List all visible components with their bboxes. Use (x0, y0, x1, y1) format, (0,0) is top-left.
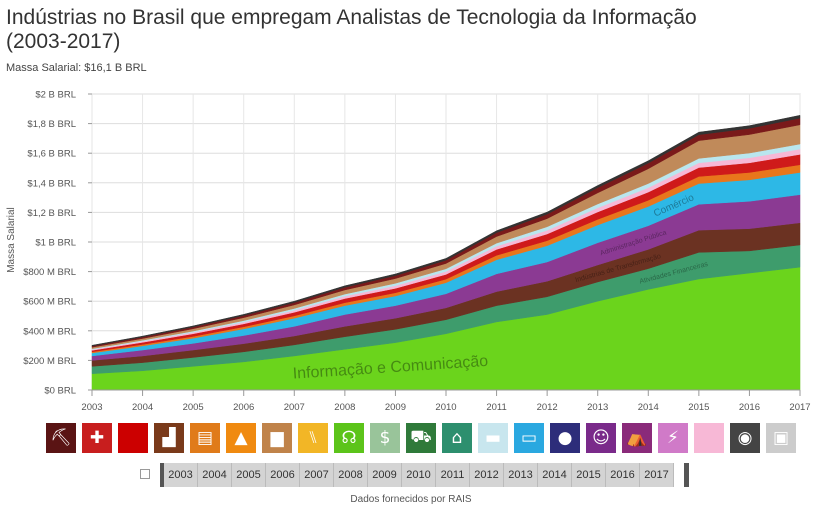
x-tick-label: 2006 (233, 402, 254, 413)
source-note: Dados fornecidos por RAIS (350, 494, 472, 505)
utensils-icon[interactable]: ⑊ (298, 423, 328, 453)
x-tick-label: 2011 (486, 402, 506, 413)
y-tick-label: $600 M BRL (23, 297, 76, 308)
pickaxe-icon[interactable]: ⛏ (46, 423, 76, 453)
money-house-icon[interactable]: $ (370, 423, 400, 453)
area-series-group (91, 115, 801, 391)
timeline-year-2017[interactable]: 2017 (640, 463, 674, 487)
timeline-year-2009[interactable]: 2009 (368, 463, 402, 487)
x-tick-label: 2014 (638, 402, 659, 413)
health-cross-icon[interactable]: ✚ (82, 423, 112, 453)
tractor-icon[interactable]: ⛟ (406, 423, 436, 453)
timeline-year-2008[interactable]: 2008 (334, 463, 368, 487)
timeline-year-2003[interactable]: 2003 (164, 463, 198, 487)
timeline-year-2005[interactable]: 2005 (232, 463, 266, 487)
x-tick-label: 2013 (587, 402, 608, 413)
truck-icon[interactable]: ▬ (478, 423, 508, 453)
y-tick-label: $1,8 B BRL (27, 119, 76, 130)
chart-subtitle: Massa Salarial: $16,1 B BRL (6, 62, 147, 74)
y-tick-label: $1,2 B BRL (27, 208, 76, 219)
y-axis-label: Massa Salarial (6, 207, 17, 273)
timeline-end-handle[interactable] (684, 463, 689, 487)
area-series-series-11[interactable] (91, 115, 801, 347)
timeline-year-2011[interactable]: 2011 (436, 463, 470, 487)
timeline-year-2004[interactable]: 2004 (198, 463, 232, 487)
blank-pink-icon[interactable] (694, 423, 724, 453)
x-tick-label: 2008 (334, 402, 355, 413)
box-icon[interactable]: ▣ (766, 423, 796, 453)
y-tick-label: $2 B BRL (35, 90, 76, 101)
book-icon[interactable]: ▤ (190, 423, 220, 453)
water-drop-icon[interactable]: ● (550, 423, 580, 453)
timeline-year-2016[interactable]: 2016 (606, 463, 640, 487)
y-tick-label: $1 B BRL (35, 238, 76, 249)
y-tick-label: $800 M BRL (23, 267, 76, 278)
x-tick-label: 2004 (132, 402, 153, 413)
industry-icon-bar: ⛏ ✚ ▟ ▤ ▲ ▆ ⑊ ☊ $ ⛟ ⌂ ▬ ▭ ● ☺ ⛺ ⚡ ◉ ▣ (46, 423, 796, 455)
x-tick-label: 2003 (81, 402, 102, 413)
timeline-year-2014[interactable]: 2014 (538, 463, 572, 487)
y-tick-label: $1,4 B BRL (27, 178, 76, 189)
timeline-play-toggle[interactable] (140, 469, 150, 479)
x-tick-label: 2007 (284, 402, 305, 413)
globe-icon[interactable]: ◉ (730, 423, 760, 453)
timeline-year-2007[interactable]: 2007 (300, 463, 334, 487)
timeline-year-2010[interactable]: 2010 (402, 463, 436, 487)
theater-masks-icon[interactable]: ☺ (586, 423, 616, 453)
x-tick-label: 2015 (688, 402, 709, 413)
blank-icon[interactable] (118, 423, 148, 453)
y-tick-label: $200 M BRL (23, 356, 76, 367)
y-tick-label: $0 BRL (44, 386, 76, 397)
x-tick-label: 2010 (435, 402, 456, 413)
timeline-year-2006[interactable]: 2006 (266, 463, 300, 487)
traffic-cone-icon[interactable]: ▲ (226, 423, 256, 453)
chart-title: Indústrias no Brasil que empregam Analis… (6, 6, 697, 53)
timeline-slider[interactable]: 2003 2004 2005 2006 2007 2008 2009 2010 2011 2012… (140, 463, 690, 487)
factory-icon[interactable]: ▟ (154, 423, 184, 453)
timeline-start-handle[interactable] (160, 463, 165, 487)
tent-icon[interactable]: ⛺ (622, 423, 652, 453)
y-axis: $0 BRL $200 M BRL $400 M BRL $600 M BRL $800… (23, 90, 92, 397)
antenna-icon[interactable]: ☊ (334, 423, 364, 453)
x-tick-label: 2009 (385, 402, 406, 413)
x-tick-label: 2017 (789, 402, 810, 413)
store-icon[interactable]: ▭ (514, 423, 544, 453)
y-tick-label: $400 M BRL (23, 326, 76, 337)
timeline-year-track[interactable]: 2003 2004 2005 2006 2007 2008 2009 2010 2011 2012… (164, 463, 674, 487)
bank-icon[interactable]: ⌂ (442, 423, 472, 453)
x-tick-label: 2012 (537, 402, 558, 413)
y-tick-label: $1,6 B BRL (27, 149, 76, 160)
x-tick-label: 2005 (183, 402, 204, 413)
timeline-year-2013[interactable]: 2013 (504, 463, 538, 487)
podium-icon[interactable]: ▆ (262, 423, 292, 453)
timeline-year-2015[interactable]: 2015 (572, 463, 606, 487)
x-axis: 2003 2004 2005 2006 2007 2008 2009 2010 2011 2012… (81, 389, 811, 413)
lightning-icon[interactable]: ⚡ (658, 423, 688, 453)
x-tick-label: 2016 (739, 402, 760, 413)
timeline-year-2012[interactable]: 2012 (470, 463, 504, 487)
